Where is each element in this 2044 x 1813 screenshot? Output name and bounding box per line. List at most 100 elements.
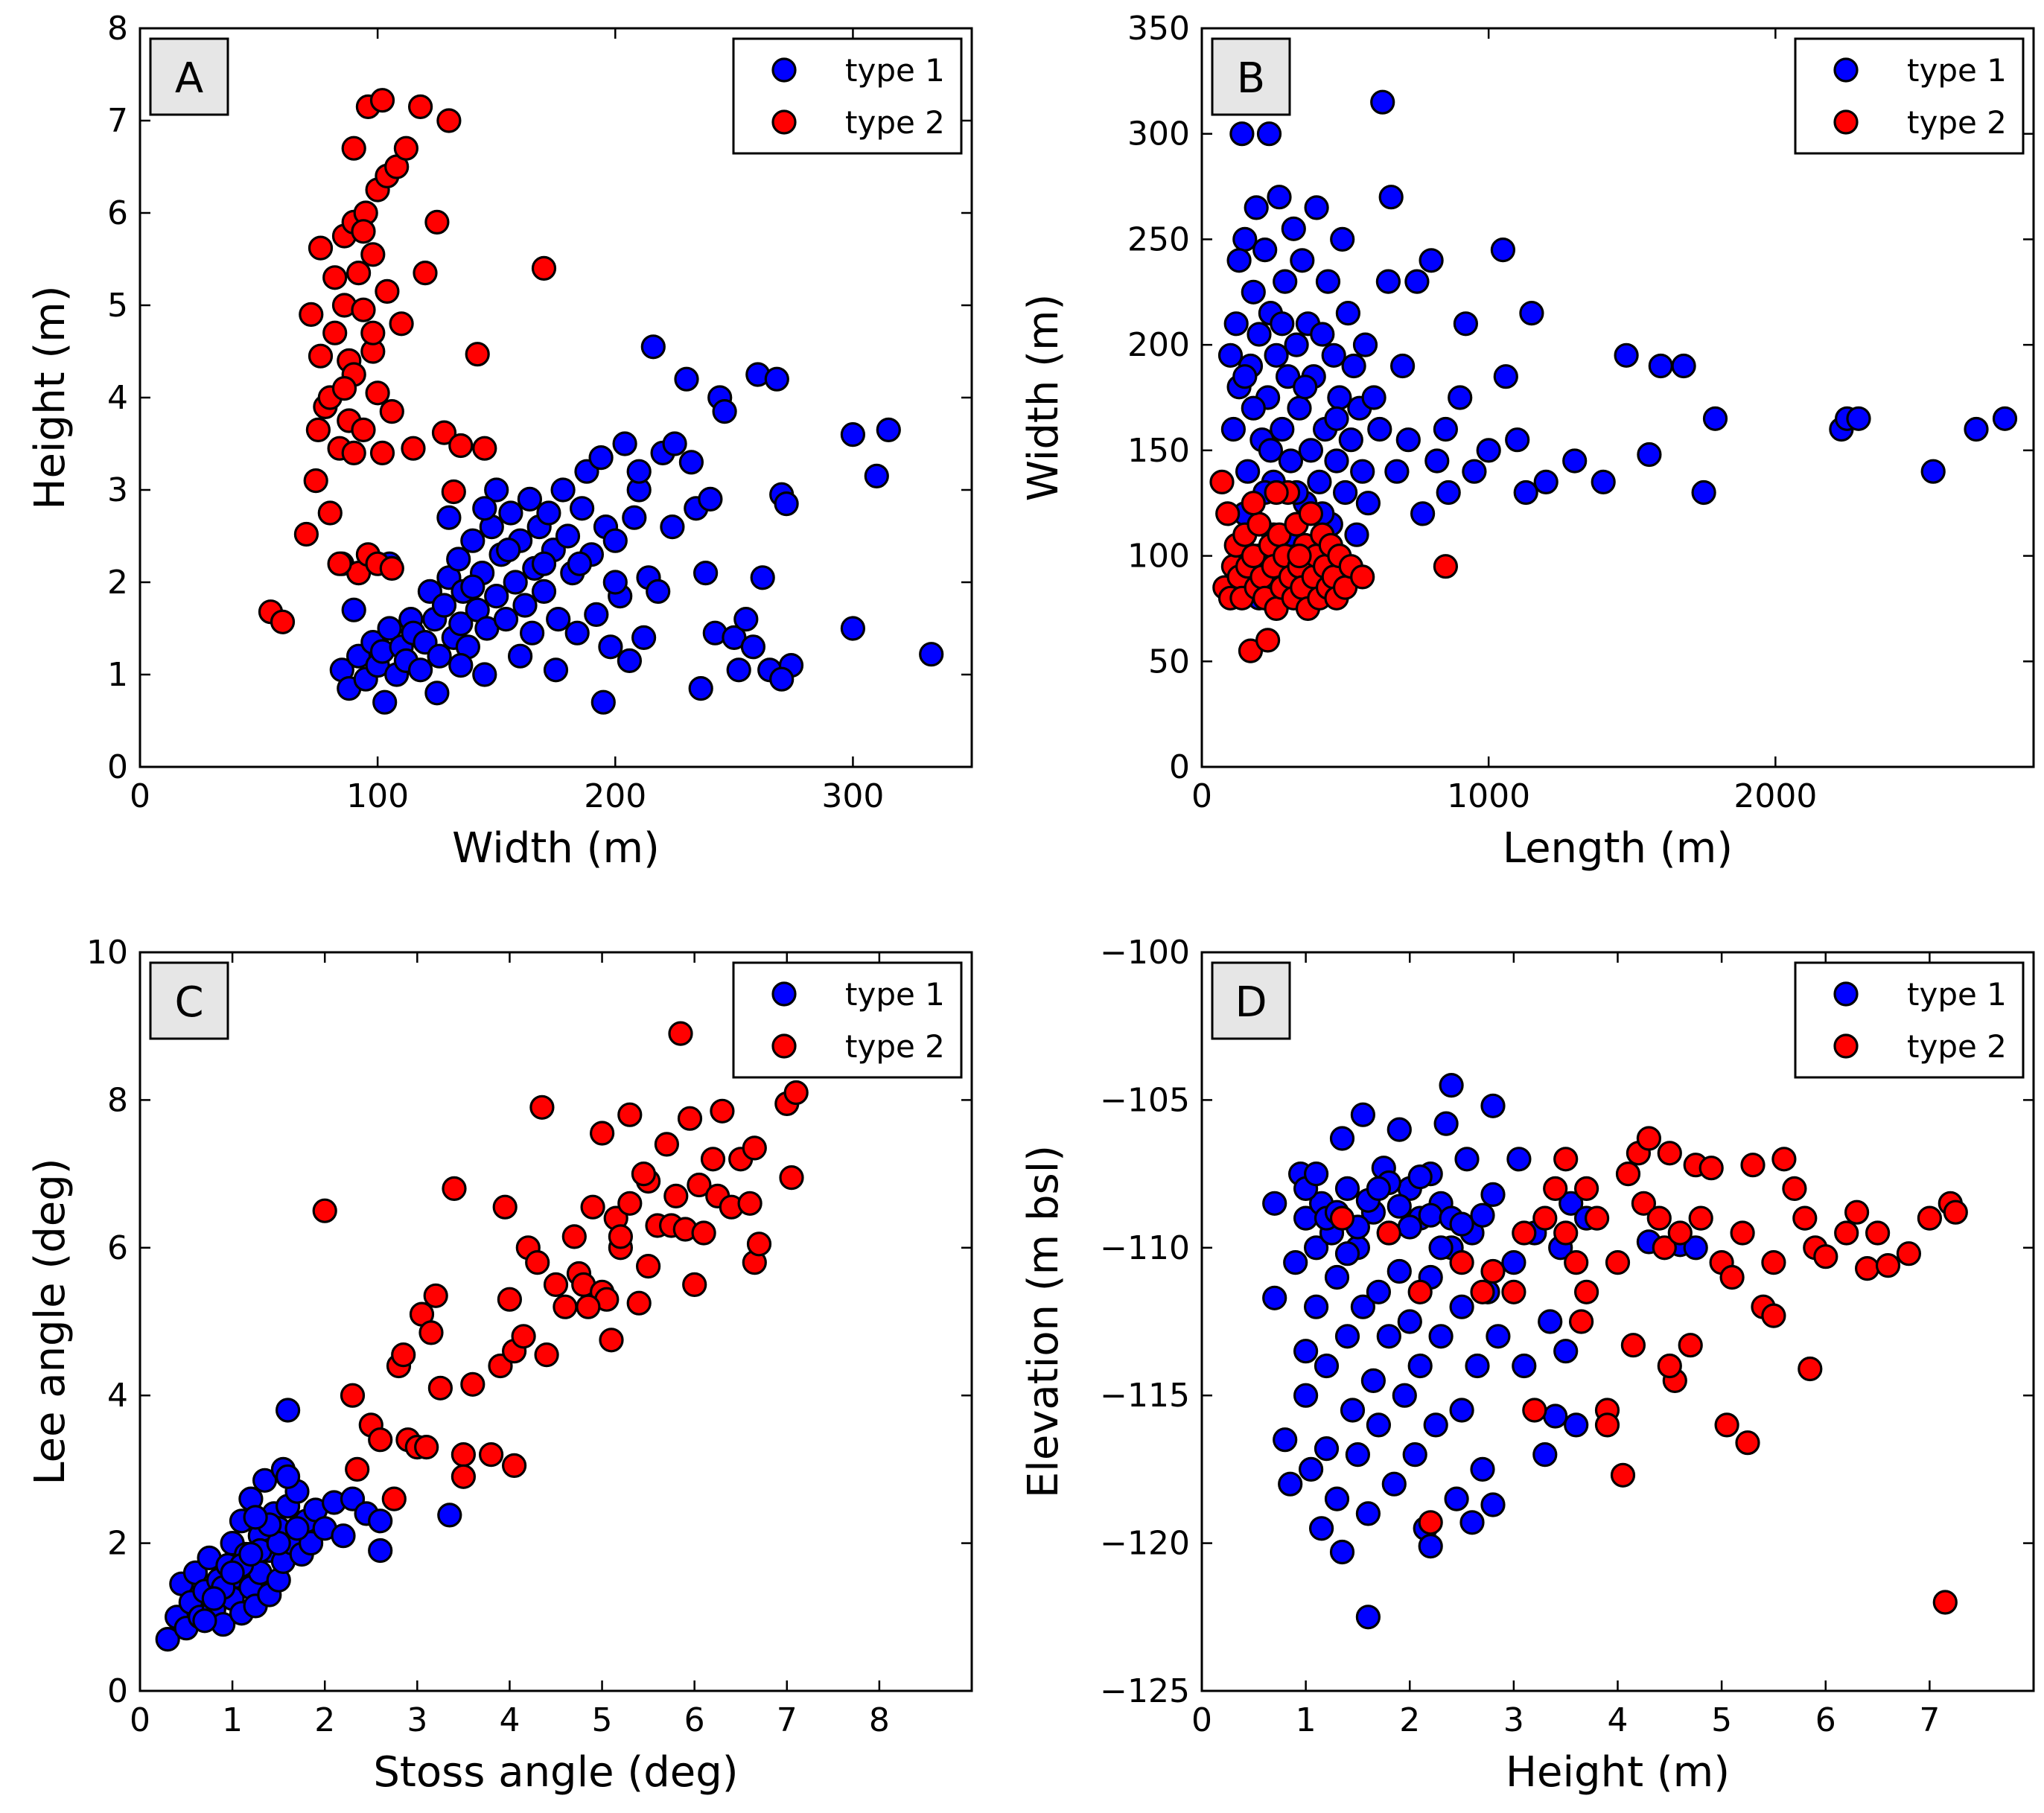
y-axis-label: Width (m) — [1019, 294, 1068, 502]
point-b-type-1-63 — [1436, 479, 1461, 506]
point-a-type-2-41 — [389, 311, 414, 337]
legend: type 1 type 2 — [732, 37, 963, 155]
point-d-type-2-39 — [1730, 1220, 1755, 1246]
point-b-type-1-9 — [1244, 195, 1269, 220]
point-b-type-1-81 — [1702, 406, 1728, 431]
point-b-type-1-38 — [1324, 448, 1349, 474]
point-d-type-1-26 — [1350, 1102, 1376, 1127]
y-tick-label: −125 — [1100, 1672, 1190, 1710]
point-d-type-1-8 — [1293, 1383, 1319, 1408]
point-a-type-1-112 — [448, 652, 474, 678]
point-b-type-1-4 — [1229, 121, 1255, 147]
point-d-type-2-21 — [1610, 1462, 1636, 1488]
point-d-type-1-28 — [1355, 1501, 1381, 1526]
point-b-type-1-76 — [1614, 342, 1639, 368]
point-a-type-1-99 — [341, 597, 366, 622]
series-type-2 — [312, 1021, 809, 1511]
point-d-type-2-17 — [1585, 1205, 1610, 1231]
point-d-type-1-45 — [1407, 1353, 1433, 1379]
panel-a: 0 100 200 300 0 1 2 3 4 5 6 7 8 Width (m) Height (m) A t… — [26, 10, 973, 873]
point-d-type-2-35 — [1698, 1156, 1724, 1181]
point-d-type-1-31 — [1360, 1368, 1386, 1394]
point-a-type-2-9 — [317, 500, 343, 526]
point-c-type-2-48 — [654, 1132, 680, 1157]
point-c-type-1-33 — [276, 1398, 301, 1423]
y-tick-label: −120 — [1100, 1525, 1190, 1563]
point-d-type-1-100 — [1470, 1202, 1495, 1228]
point-b-type-1-32 — [1307, 469, 1332, 495]
point-c-type-2-0 — [312, 1198, 337, 1223]
point-a-type-1-18 — [427, 643, 452, 669]
x-axis-label: Height (m) — [1506, 1748, 1730, 1797]
y-tick-label: 10 — [86, 934, 128, 972]
point-d-type-2-27 — [1646, 1205, 1672, 1231]
legend-label-type-1: type 1 — [845, 52, 945, 89]
point-d-type-1-22 — [1334, 1176, 1360, 1202]
point-d-type-2-6 — [1480, 1258, 1506, 1284]
y-tick-label: 250 — [1127, 220, 1190, 258]
point-d-type-1-50 — [1423, 1412, 1448, 1438]
legend-marker-type-2 — [1833, 109, 1859, 135]
point-b-type-1-66 — [1462, 459, 1487, 484]
panel-letter: D — [1235, 978, 1267, 1027]
x-axis-label: Stoss angle (deg) — [373, 1748, 738, 1797]
point-b-type-1-72 — [1519, 301, 1544, 326]
point-b-type-1-77 — [1637, 442, 1662, 468]
point-c-type-2-12 — [418, 1320, 444, 1345]
point-d-type-1-71 — [1512, 1353, 1537, 1379]
plot-frame — [1200, 27, 2035, 768]
point-a-type-1-69 — [678, 450, 704, 475]
point-d-type-2-16 — [1574, 1176, 1599, 1202]
point-d-type-2-53 — [1865, 1220, 1891, 1246]
point-b-type-1-56 — [1389, 353, 1416, 379]
point-d-type-1-15 — [1314, 1436, 1340, 1462]
point-b-type-1-61 — [1424, 448, 1450, 474]
point-a-type-1-76 — [712, 398, 737, 424]
point-a-type-1-26 — [460, 528, 485, 553]
point-d-type-2-4 — [1449, 1249, 1474, 1275]
point-a-type-1-38 — [517, 486, 543, 512]
point-a-type-2-43 — [401, 436, 426, 461]
point-d-type-1-83 — [1683, 1235, 1708, 1261]
point-c-type-1-59 — [243, 1505, 268, 1530]
point-a-type-1-52 — [584, 602, 609, 628]
point-d-type-1-53 — [1433, 1111, 1459, 1136]
x-tick-label: 5 — [1711, 1701, 1732, 1739]
point-c-type-2-55 — [687, 1172, 712, 1198]
point-a-type-2-48 — [436, 108, 462, 133]
point-a-type-2-50 — [448, 433, 474, 459]
point-b-type-1-65 — [1453, 311, 1479, 337]
x-tick-label: 6 — [1815, 1701, 1836, 1739]
point-c-type-1-48 — [192, 1608, 217, 1634]
point-d-type-2-22 — [1615, 1161, 1641, 1187]
y-tick-label: 4 — [107, 1377, 128, 1415]
y-tick-label: 4 — [107, 379, 128, 417]
point-a-type-2-39 — [379, 555, 404, 582]
letter-box-bg — [1211, 961, 1291, 1040]
point-a-type-2-51 — [465, 342, 490, 367]
point-a-type-2-56 — [327, 551, 352, 576]
point-c-type-1-55 — [238, 1541, 264, 1567]
point-d-type-1-66 — [1480, 1182, 1506, 1208]
point-d-type-1-59 — [1454, 1147, 1480, 1172]
point-a-type-2-6 — [308, 343, 334, 369]
point-d-type-1-39 — [1386, 1258, 1412, 1284]
point-d-type-1-78 — [1559, 1191, 1584, 1216]
point-a-type-1-94 — [590, 689, 616, 715]
point-d-type-2-23 — [1620, 1333, 1646, 1358]
point-b-type-1-60 — [1419, 248, 1444, 273]
series-type-1 — [155, 1398, 462, 1652]
point-a-type-2-2 — [293, 521, 319, 547]
x-tick-label: 4 — [499, 1701, 520, 1739]
point-c-type-2-39 — [599, 1328, 624, 1353]
point-b-type-2-44 — [1350, 564, 1375, 590]
point-c-type-2-46 — [635, 1253, 661, 1279]
point-d-type-1-40 — [1392, 1383, 1417, 1408]
point-a-type-2-23 — [346, 261, 372, 286]
y-tick-label: 150 — [1127, 432, 1190, 470]
point-a-type-1-62 — [631, 625, 657, 651]
y-tick-label: −100 — [1100, 934, 1190, 972]
point-c-type-2-13 — [423, 1283, 448, 1308]
point-d-type-2-40 — [1735, 1430, 1760, 1456]
point-b-type-1-45 — [1344, 522, 1369, 547]
